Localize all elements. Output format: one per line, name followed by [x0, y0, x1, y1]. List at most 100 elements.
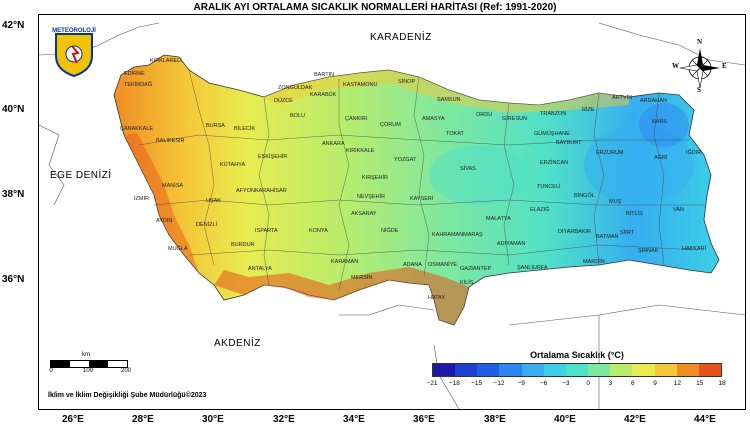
province-label: ARTVİN — [612, 95, 633, 101]
lon-label-34: 34°E — [343, 414, 365, 425]
sea-label-ege: EGE DENİZİ — [50, 170, 112, 181]
province-label: VAN — [673, 207, 684, 213]
province-label: KIRIKKALE — [346, 148, 375, 154]
warm-coast-south — [214, 267, 469, 325]
lat-label-40: 40°N — [2, 104, 25, 115]
province-label: BOLU — [290, 113, 305, 119]
province-label: KONYA — [309, 228, 328, 234]
province-label: SİİRT — [620, 230, 634, 236]
legend-tick-label: 9 — [653, 380, 657, 387]
province-label: ERZİNCAN — [540, 160, 569, 166]
province-label: ÇORUM — [380, 122, 401, 128]
legend-tick-label: 15 — [696, 380, 704, 387]
warm-coast-north — [264, 70, 629, 113]
lat-label-42: 42°N — [2, 20, 25, 31]
province-label: ŞIRNAK — [638, 248, 659, 254]
province-label: ADANA — [403, 262, 422, 268]
province-label: KARAMAN — [331, 259, 359, 265]
lon-label-38: 38°E — [484, 414, 506, 425]
province-label: ISPARTA — [255, 228, 278, 234]
legend-tick-label: −6 — [539, 380, 548, 387]
lat-label-36: 36°N — [2, 274, 25, 285]
province-label: HATAY — [428, 295, 446, 301]
legend-swatch — [521, 364, 544, 376]
province-label: DENİZLİ — [196, 222, 218, 228]
province-label: TEKİRDAĞ — [124, 82, 153, 88]
legend-tick-label: −3 — [562, 380, 570, 387]
province-label: TUNCELİ — [537, 184, 561, 190]
legend-swatch — [433, 364, 456, 376]
legend-tick-label: −15 — [471, 380, 483, 387]
warm-coast-west — [124, 133, 199, 273]
scale-label: 100 — [82, 368, 94, 374]
legend-tick-label: −21 — [426, 380, 438, 387]
province-label: SİNOP — [398, 79, 416, 85]
compass-n: N — [697, 38, 703, 46]
province-label: YOZGAT — [394, 157, 417, 163]
province-label: EDİRNE — [124, 71, 145, 77]
province-label: ERZURUM — [596, 150, 624, 156]
province-label: ESKİŞEHİR — [258, 154, 288, 160]
legend-swatch — [543, 364, 566, 376]
province-label: SAMSUN — [437, 97, 461, 103]
province-label: KARABÜK — [310, 92, 337, 98]
province-label: BURSA — [206, 123, 225, 129]
scale-label: 0 — [49, 368, 53, 374]
legend-swatch — [477, 364, 500, 376]
province-label: AMASYA — [422, 116, 445, 122]
legend-colorbar — [432, 363, 722, 377]
lon-label-42: 42°E — [624, 414, 646, 425]
province-label: KIRKLARELİ — [150, 58, 182, 64]
compass-icon — [679, 48, 720, 89]
province-label: BARTIN — [314, 72, 335, 78]
lon-label-28: 28°E — [132, 414, 154, 425]
province-label: KAHRAMANMARAŞ — [432, 232, 483, 238]
scale-boxes — [50, 360, 128, 368]
province-label: KASTAMONU — [343, 82, 378, 88]
province-label: BURDUR — [231, 242, 255, 248]
province-label: ORDU — [476, 112, 493, 118]
legend-swatch — [499, 364, 522, 376]
province-label: KİLİS — [460, 280, 474, 286]
province-label: IĞDIR — [686, 150, 702, 156]
lon-label-44: 44°E — [694, 414, 716, 425]
compass-e: E — [722, 62, 727, 70]
province-label: AYDIN — [156, 218, 173, 224]
province-label: KARS — [652, 119, 667, 125]
province-label: ÇANAKKALE — [120, 126, 154, 132]
province-label: DİYARBAKIR — [558, 229, 591, 235]
province-label: MUŞ — [609, 199, 622, 205]
province-label: RİZE — [582, 107, 595, 113]
legend-swatch — [676, 364, 699, 376]
province-label: ZONGULDAK — [278, 85, 313, 91]
province-label: SİVAS — [460, 166, 476, 172]
cool-zone-central — [429, 145, 529, 205]
province-label: TRABZON — [540, 111, 567, 117]
legend-tick-label: −12 — [493, 380, 505, 387]
legend-tick-label: −9 — [517, 380, 525, 387]
province-label: GAZİANTEP — [460, 266, 492, 272]
scale-bar: km 0 100 200 — [48, 352, 138, 386]
province-label: KIRŞEHİR — [362, 175, 388, 181]
legend-tick-label: −18 — [448, 380, 460, 387]
province-borders — [138, 69, 704, 291]
province-label: AĞRI — [654, 155, 668, 161]
province-label: UŞAK — [206, 198, 221, 204]
province-label: NİĞDE — [381, 228, 399, 234]
province-label: GİRESUN — [502, 116, 528, 122]
legend-swatch — [610, 364, 633, 376]
lon-label-30: 30°E — [202, 414, 224, 425]
province-label: İZMİR — [134, 196, 149, 202]
credit-text: İklim ve İklim Değişikliği Şube Müdürlüğ… — [48, 392, 207, 399]
province-label: KÜTAHYA — [220, 162, 246, 168]
compass-w: W — [672, 62, 679, 70]
lon-label-36: 36°E — [413, 414, 435, 425]
lon-label-40: 40°E — [554, 414, 576, 425]
province-label: MALATYA — [486, 216, 511, 222]
legend-swatch — [588, 364, 611, 376]
province-label: BİTLİS — [626, 211, 643, 217]
logo-text: METEOROLOJİ — [52, 28, 96, 34]
cold-zone-northeast — [639, 103, 689, 147]
province-label: ŞANLIURFA — [517, 265, 548, 271]
scale-label: 200 — [120, 368, 132, 374]
